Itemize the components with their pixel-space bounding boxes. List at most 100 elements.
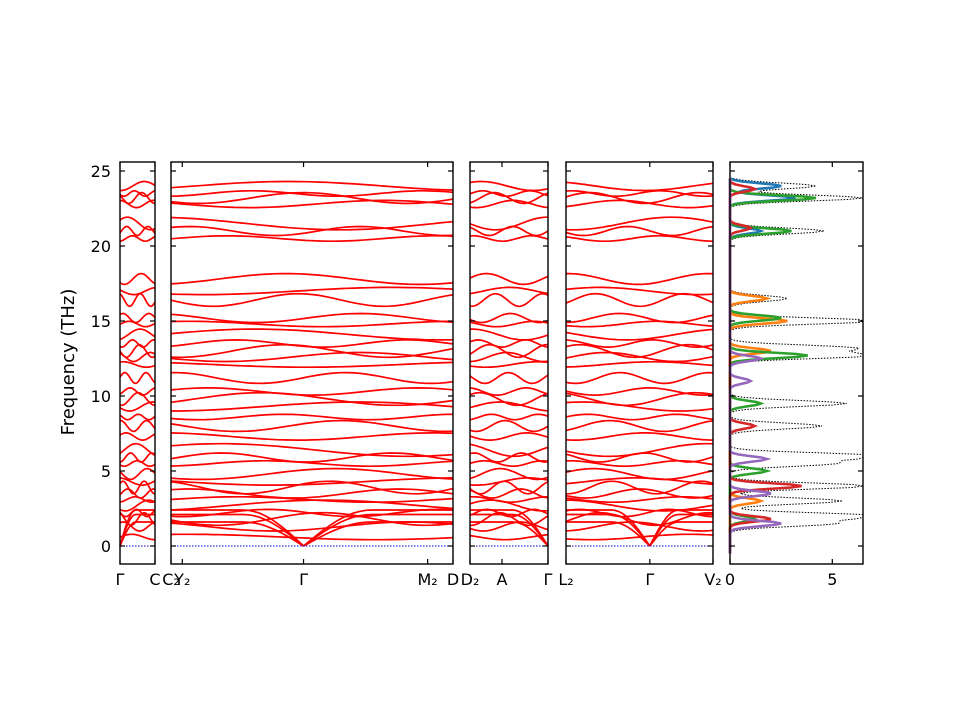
band-line — [565, 181, 714, 192]
acoustic-branch — [470, 509, 549, 547]
band-line — [170, 480, 454, 495]
band-line — [119, 477, 156, 486]
band-line — [119, 387, 156, 396]
band-line — [469, 391, 549, 407]
band-line — [119, 339, 156, 348]
band-line — [469, 272, 549, 286]
y-tick-label: 0 — [101, 537, 111, 556]
x-tick-label: Γ — [116, 570, 125, 589]
band-line — [470, 511, 549, 527]
band-line — [565, 511, 714, 527]
band-line — [470, 328, 549, 341]
band-line — [170, 286, 454, 296]
band-line — [566, 272, 714, 286]
y-tick-label: 25 — [91, 162, 111, 181]
band-line — [170, 191, 454, 205]
band-line — [469, 180, 549, 192]
band-line — [469, 480, 549, 495]
band-line — [170, 477, 454, 486]
band-line — [565, 413, 714, 421]
band-line — [170, 413, 454, 421]
band-line — [565, 339, 714, 348]
band-line — [119, 286, 156, 296]
acoustic-branch — [171, 509, 305, 547]
band-line — [565, 320, 714, 328]
band-line — [469, 499, 549, 512]
band-line — [119, 459, 156, 468]
band-line — [119, 225, 156, 237]
band-line — [119, 499, 156, 512]
band-line — [119, 467, 156, 481]
panel-frame — [565, 161, 714, 565]
acoustic-branch — [303, 513, 453, 547]
band-line — [565, 360, 714, 368]
band-line — [565, 216, 714, 231]
band-line — [119, 533, 155, 541]
acoustic-branch — [171, 521, 304, 547]
band-line — [469, 477, 549, 486]
panel-frame — [469, 161, 549, 565]
band-line — [170, 180, 454, 191]
band-line — [119, 216, 156, 231]
band-line — [170, 189, 454, 198]
band-line — [565, 480, 714, 495]
band-line — [119, 343, 156, 359]
band-line — [119, 488, 156, 499]
band-line — [119, 391, 156, 407]
band-line — [170, 419, 454, 433]
panel-frame — [119, 161, 156, 565]
band-line — [469, 452, 549, 463]
band-line — [170, 387, 454, 396]
panel-frames — [119, 161, 864, 565]
band-line — [469, 419, 549, 433]
band-line — [565, 225, 714, 237]
x-tick-label: C₂ — [162, 570, 180, 589]
band-line — [119, 432, 156, 441]
band-line — [469, 191, 549, 205]
band-line — [119, 480, 156, 495]
y-tick-label: 5 — [101, 462, 111, 481]
acoustic-branch — [470, 513, 549, 547]
band-line — [469, 387, 549, 396]
band-line — [119, 413, 156, 421]
band-line — [469, 286, 549, 295]
y-tick-label: 20 — [91, 237, 111, 256]
band-line — [469, 413, 549, 421]
x-tick-label: C — [149, 570, 160, 589]
x-tick-label: Y₂ — [173, 570, 190, 589]
band-line — [119, 272, 156, 286]
band-lines — [119, 180, 714, 547]
band-line — [170, 225, 454, 237]
band-line — [469, 488, 549, 499]
band-line — [565, 442, 714, 458]
dos-panel-frame — [729, 161, 864, 565]
band-line — [119, 320, 156, 328]
acoustic-branch — [171, 513, 305, 547]
band-line — [170, 320, 454, 328]
band-line — [469, 343, 548, 359]
band-line — [119, 371, 156, 385]
band-line — [565, 432, 714, 441]
band-line — [170, 351, 454, 363]
band-line — [170, 432, 454, 441]
acoustic-branch — [302, 509, 453, 547]
band-line — [119, 521, 156, 532]
band-line — [119, 452, 156, 463]
acoustic-branch — [649, 509, 713, 547]
band-line — [469, 292, 549, 308]
band-line — [469, 521, 549, 532]
band-line — [170, 272, 454, 286]
band-line — [170, 339, 454, 348]
x-tick-label: D — [447, 570, 459, 589]
band-line — [565, 199, 714, 209]
band-line — [170, 452, 454, 463]
band-line — [469, 443, 549, 458]
band-line — [565, 312, 714, 324]
band-line — [170, 459, 454, 468]
band-line — [469, 312, 549, 324]
x-tick-label: L₂ — [558, 570, 573, 589]
band-line — [170, 199, 454, 209]
band-line — [170, 312, 454, 324]
band-line — [170, 467, 454, 481]
